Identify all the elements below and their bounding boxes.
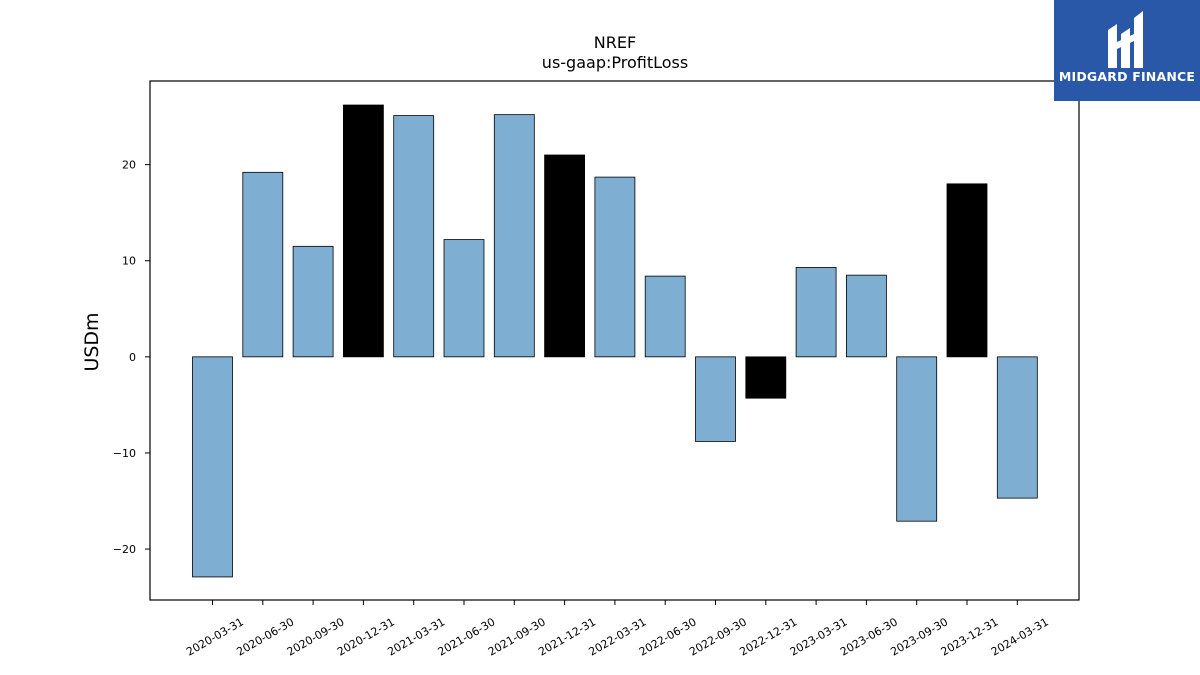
y-tick-label: −10 [113, 447, 136, 460]
y-tick-label: 20 [122, 159, 136, 172]
bar-2022-12-31 [745, 356, 787, 399]
logo-mark-icon [1108, 11, 1143, 68]
bar-2021-09-30 [493, 114, 535, 358]
bars-group [192, 104, 1038, 578]
bar-2020-06-30 [242, 171, 284, 358]
bar-2023-12-31 [946, 183, 988, 358]
y-tick-label: 0 [129, 351, 136, 364]
bar-2020-09-30 [292, 245, 334, 358]
x-tick-label: 2024-03-31 [989, 615, 1051, 658]
chart-title: NREF [594, 33, 636, 52]
bar-2023-09-30 [896, 356, 938, 522]
bar-2023-06-30 [846, 274, 887, 358]
bar-2020-03-31 [192, 356, 233, 578]
y-axis-label: USDm [81, 312, 103, 371]
bar-2022-09-30 [695, 356, 736, 442]
bar-2021-12-31 [544, 154, 585, 358]
bar-2020-12-31 [342, 104, 384, 358]
bar-2023-03-31 [795, 267, 837, 358]
plot-frame [149, 80, 1080, 601]
bar-2022-06-30 [644, 275, 686, 358]
bar-2022-03-31 [594, 176, 636, 358]
x-axis: 2020-03-312020-06-302020-09-302020-12-31… [184, 600, 1051, 659]
logo-text: MIDGARD FINANCE [1058, 69, 1196, 84]
bar-2024-03-31 [996, 356, 1038, 499]
chart-subtitle: us-gaap:ProfitLoss [542, 53, 688, 72]
y-axis: −20 −10 0 10 20 [113, 159, 150, 556]
y-tick-label: −20 [113, 543, 136, 556]
bar-2021-06-30 [443, 239, 485, 358]
bar-2021-03-31 [393, 115, 435, 358]
y-tick-label: 10 [122, 255, 136, 268]
